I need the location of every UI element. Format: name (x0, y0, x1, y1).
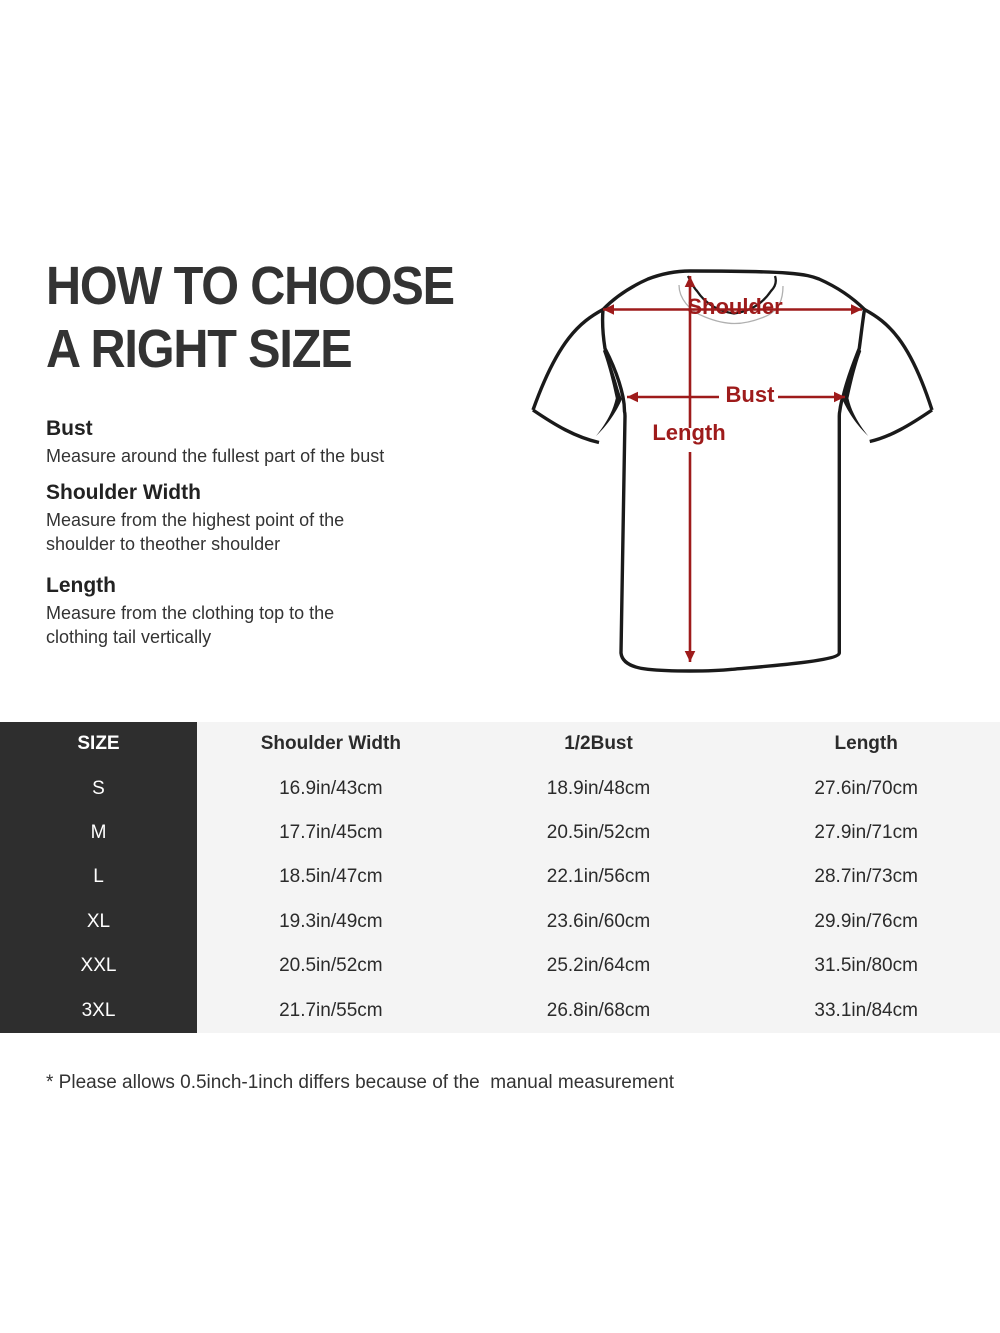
svg-text:Shoulder: Shoulder (687, 294, 783, 319)
svg-text:Bust: Bust (726, 382, 776, 407)
svg-text:Length: Length (652, 420, 725, 445)
